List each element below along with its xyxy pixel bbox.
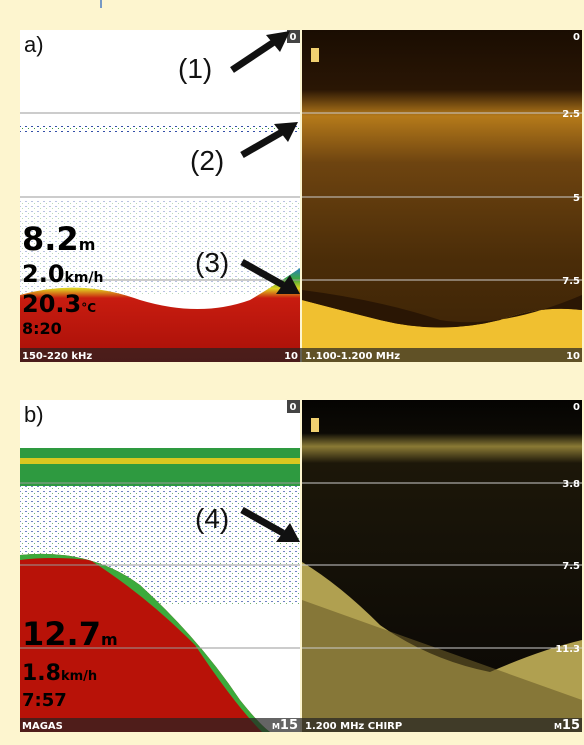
- depth-value: 12.7: [22, 615, 101, 653]
- frequency: 1.200 MHz CHIRP: [305, 721, 402, 732]
- scale-label: 0: [573, 402, 580, 413]
- panel-label: b): [24, 402, 44, 427]
- echo-band: [20, 448, 300, 486]
- unit: °C: [81, 301, 96, 315]
- time: 7:57: [22, 690, 67, 711]
- range: 10: [566, 351, 580, 362]
- unit: km/h: [61, 669, 97, 684]
- label: MAGAS: [22, 721, 63, 732]
- scale-label: 3.8: [562, 479, 580, 490]
- callout: (1): [178, 53, 212, 84]
- range: 10: [284, 351, 298, 362]
- callout: (3): [195, 247, 229, 278]
- scale-label: 0: [290, 32, 297, 43]
- panel-label: a): [24, 32, 44, 57]
- scale-label: 5: [573, 193, 580, 204]
- scale-label: 7.5: [562, 561, 580, 572]
- callout: (4): [195, 503, 229, 534]
- range-value: 15: [562, 718, 580, 733]
- panel-b: 0 0 3.8 7.5 11.3 MAGAS M15 1.200 MHz CHI…: [20, 400, 582, 733]
- unit: m: [79, 235, 96, 254]
- scale-label: 7.5: [562, 276, 580, 287]
- figure: 0 0 2.5 5 7.5 150-220 kHz 10 1.100-1.200…: [0, 0, 584, 745]
- depth-value: 8.2: [22, 220, 79, 258]
- panel-a: 0 0 2.5 5 7.5 150-220 kHz 10 1.100-1.200…: [20, 30, 582, 362]
- echo-band: [20, 124, 300, 133]
- speed-value: 2.0: [22, 260, 65, 288]
- scale-label: 0: [290, 402, 297, 413]
- speed-value: 1.8: [22, 661, 61, 686]
- callout: (2): [190, 145, 224, 176]
- scale-label: 0: [573, 32, 580, 43]
- frequency: 150-220 kHz: [22, 351, 92, 362]
- time: 8:20: [22, 319, 62, 338]
- range-value: 15: [280, 718, 298, 733]
- temp-value: 20.3: [22, 290, 81, 318]
- unit: M: [272, 722, 280, 731]
- unit: km/h: [65, 270, 104, 286]
- scale-label: 11.3: [555, 644, 580, 655]
- unit: M: [554, 722, 562, 731]
- frequency: 1.100-1.200 MHz: [305, 351, 400, 362]
- scale-label: 2.5: [562, 109, 580, 120]
- unit: m: [101, 630, 118, 649]
